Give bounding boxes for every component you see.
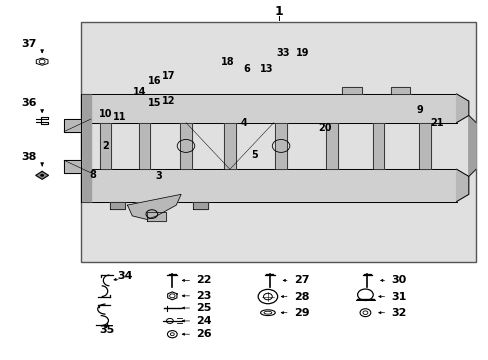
Text: 18: 18 bbox=[220, 57, 234, 67]
Polygon shape bbox=[180, 123, 191, 169]
Polygon shape bbox=[100, 123, 111, 169]
Polygon shape bbox=[144, 202, 159, 209]
Text: 30: 30 bbox=[390, 275, 406, 285]
Polygon shape bbox=[456, 94, 468, 123]
Polygon shape bbox=[372, 123, 384, 169]
Text: 24: 24 bbox=[196, 316, 211, 326]
Text: 3: 3 bbox=[156, 171, 162, 181]
Text: 33: 33 bbox=[276, 48, 290, 58]
Text: 5: 5 bbox=[250, 150, 257, 160]
Text: 15: 15 bbox=[147, 98, 161, 108]
Polygon shape bbox=[127, 194, 181, 220]
Text: 28: 28 bbox=[293, 292, 308, 302]
Text: 26: 26 bbox=[196, 329, 211, 339]
Text: 38: 38 bbox=[21, 152, 37, 162]
Polygon shape bbox=[64, 119, 81, 132]
Text: 22: 22 bbox=[196, 275, 211, 285]
Polygon shape bbox=[139, 123, 150, 169]
Text: 34: 34 bbox=[117, 271, 133, 281]
Text: 2: 2 bbox=[102, 141, 109, 151]
Text: 36: 36 bbox=[21, 98, 37, 108]
Polygon shape bbox=[91, 94, 456, 123]
Text: 9: 9 bbox=[416, 105, 423, 115]
Polygon shape bbox=[193, 202, 207, 209]
Polygon shape bbox=[81, 94, 91, 202]
Polygon shape bbox=[341, 87, 361, 94]
Bar bbox=[81, 22, 475, 262]
Polygon shape bbox=[64, 160, 81, 173]
Polygon shape bbox=[147, 212, 166, 221]
Text: 8: 8 bbox=[89, 170, 96, 180]
Polygon shape bbox=[224, 123, 235, 169]
Polygon shape bbox=[390, 87, 409, 94]
Polygon shape bbox=[456, 169, 468, 202]
Text: 17: 17 bbox=[162, 71, 175, 81]
Circle shape bbox=[40, 174, 44, 177]
Text: 31: 31 bbox=[390, 292, 406, 302]
Text: 23: 23 bbox=[196, 291, 211, 301]
Polygon shape bbox=[275, 123, 286, 169]
Text: 6: 6 bbox=[243, 64, 250, 74]
Text: 25: 25 bbox=[196, 303, 211, 313]
Polygon shape bbox=[110, 202, 125, 209]
Text: 32: 32 bbox=[390, 308, 406, 318]
Text: 16: 16 bbox=[147, 76, 161, 86]
Text: 1: 1 bbox=[274, 5, 283, 18]
Text: 14: 14 bbox=[133, 87, 146, 97]
Text: 27: 27 bbox=[293, 275, 308, 285]
Text: 19: 19 bbox=[296, 48, 309, 58]
Text: 29: 29 bbox=[293, 308, 309, 318]
Text: 12: 12 bbox=[162, 96, 175, 106]
Text: 11: 11 bbox=[113, 112, 127, 122]
Text: 37: 37 bbox=[21, 39, 37, 49]
Polygon shape bbox=[418, 123, 430, 169]
Polygon shape bbox=[326, 123, 337, 169]
Text: 21: 21 bbox=[429, 118, 443, 128]
Polygon shape bbox=[91, 169, 456, 202]
Text: 4: 4 bbox=[241, 118, 247, 128]
Polygon shape bbox=[468, 116, 475, 176]
Text: 35: 35 bbox=[99, 325, 114, 335]
Text: 13: 13 bbox=[259, 64, 273, 74]
Polygon shape bbox=[36, 171, 48, 179]
Text: 10: 10 bbox=[99, 109, 112, 119]
Text: 20: 20 bbox=[318, 123, 331, 133]
